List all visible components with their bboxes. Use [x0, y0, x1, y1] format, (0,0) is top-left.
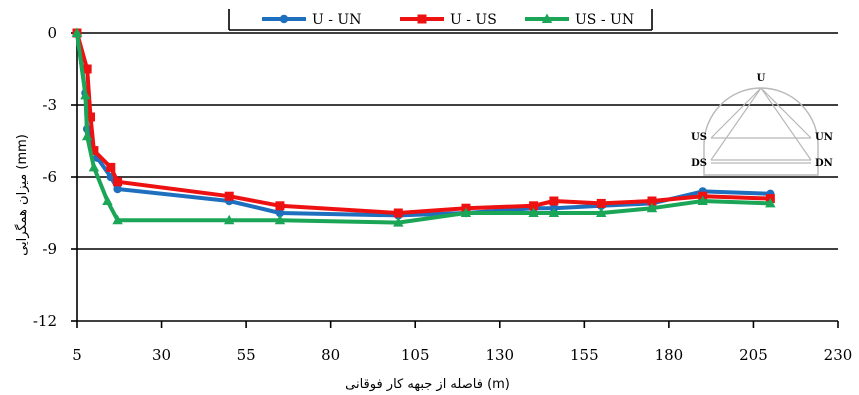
data-point [548, 207, 560, 217]
data-point [393, 217, 404, 227]
series-group [71, 27, 776, 227]
legend-label: U - US [450, 12, 497, 28]
y-tick-label: -12 [33, 312, 57, 330]
data-point [541, 13, 553, 23]
x-tick-labels: 5 30 55 80 105 130 155 180 205 230 [72, 346, 852, 364]
data-point [528, 207, 539, 217]
x-tick-label: 230 [824, 346, 853, 364]
data-point [393, 208, 403, 218]
data-point [646, 202, 658, 213]
data-point [529, 201, 539, 211]
x-tick-label: 5 [72, 346, 82, 364]
data-point [86, 112, 96, 122]
inset-label: UN [815, 132, 833, 143]
y-tick-label: -3 [42, 96, 57, 114]
tunnel-outline [703, 87, 819, 176]
x-tick-label: 155 [570, 346, 599, 364]
data-point [596, 198, 606, 208]
y-tick-label: -9 [42, 240, 57, 258]
measurement-line [760, 87, 812, 161]
x-tick-label: 105 [401, 346, 430, 364]
data-point [417, 14, 427, 24]
x-tick-label: 130 [485, 346, 514, 364]
data-point [549, 196, 559, 206]
data-point [275, 208, 285, 218]
inset-label: US [691, 132, 707, 143]
inset-label: DN [815, 158, 833, 169]
data-point [697, 195, 708, 205]
grid-lines [77, 32, 838, 250]
data-point [279, 14, 289, 24]
data-point [112, 214, 123, 225]
tunnel-inset-diagram: U US UN DS DN [691, 73, 833, 176]
data-point [88, 161, 100, 172]
inset-label: DS [691, 158, 707, 169]
x-tick-label: 205 [739, 346, 768, 364]
data-point [460, 207, 472, 217]
data-point [274, 214, 286, 225]
series-line [75, 32, 771, 215]
series-u-us [72, 28, 775, 218]
data-point [596, 207, 607, 217]
series-line [75, 32, 771, 225]
legend-label: US - UN [575, 12, 634, 28]
measurement-line [710, 87, 762, 161]
measurement-line [760, 87, 812, 139]
y-tick-label: 0 [47, 24, 57, 42]
x-tick-label: 80 [321, 346, 340, 364]
data-point [113, 184, 122, 194]
data-point [224, 214, 235, 225]
data-point [765, 197, 776, 208]
data-point [647, 196, 657, 206]
data-point [224, 191, 234, 201]
x-tick-label: 30 [152, 346, 171, 364]
data-point [89, 146, 99, 156]
axes [71, 32, 839, 328]
x-tick-label: 180 [655, 346, 684, 364]
measurement-line [710, 87, 762, 139]
x-axis-label: فاصله از جبهه کار فوقانی (m) [345, 377, 510, 392]
y-tick-label: -6 [42, 168, 57, 186]
legend: U - UN U - US US - UN [228, 9, 653, 31]
y-tick-labels: 0 -3 -6 -9 -12 [33, 24, 57, 330]
legend-label: U - UN [312, 12, 361, 28]
data-point [102, 195, 113, 205]
data-point [82, 64, 92, 74]
y-axis-label: میزان همگرایی (mm) [14, 134, 30, 256]
series-us-un [71, 27, 776, 227]
data-point [71, 27, 83, 37]
data-point [275, 201, 285, 211]
data-point [80, 89, 91, 100]
data-point [81, 130, 93, 141]
inset-label: U [757, 73, 766, 84]
data-point [106, 162, 116, 172]
x-tick-label: 55 [237, 346, 256, 364]
data-point [113, 177, 123, 187]
